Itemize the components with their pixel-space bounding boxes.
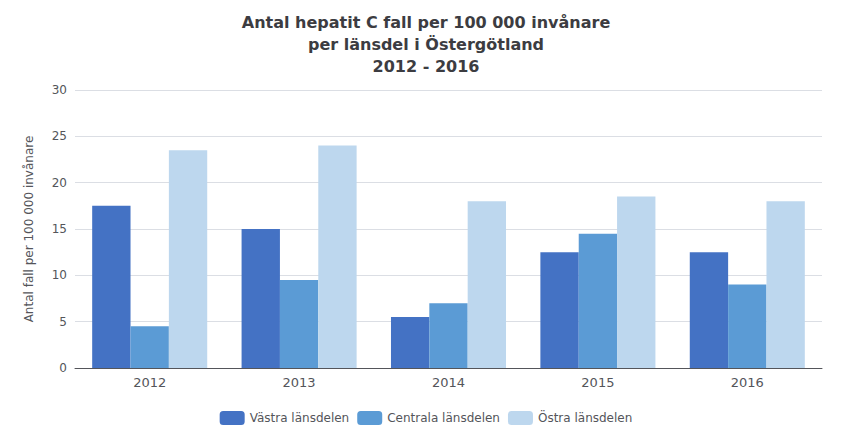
svg-text:5: 5 bbox=[59, 315, 67, 329]
svg-text:25: 25 bbox=[52, 129, 67, 143]
svg-text:10: 10 bbox=[52, 268, 67, 282]
svg-text:2015: 2015 bbox=[581, 375, 614, 390]
svg-text:per länsdel i Östergötland: per länsdel i Östergötland bbox=[308, 35, 544, 54]
svg-text:Östra länsdelen: Östra länsdelen bbox=[538, 409, 632, 425]
svg-text:Antal fall per 100 000 invånar: Antal fall per 100 000 invånare bbox=[22, 136, 36, 323]
svg-text:2014: 2014 bbox=[432, 375, 465, 390]
svg-text:30: 30 bbox=[52, 83, 67, 97]
svg-text:Antal hepatit C fall per 100 0: Antal hepatit C fall per 100 000 invånar… bbox=[242, 13, 611, 32]
svg-text:0: 0 bbox=[59, 361, 67, 375]
svg-text:2012: 2012 bbox=[133, 375, 166, 390]
svg-text:20: 20 bbox=[52, 176, 67, 190]
svg-text:Västra länsdelen: Västra länsdelen bbox=[250, 411, 350, 425]
svg-text:Centrala länsdelen: Centrala länsdelen bbox=[387, 411, 500, 425]
svg-text:15: 15 bbox=[52, 222, 67, 236]
svg-text:2012 - 2016: 2012 - 2016 bbox=[373, 57, 480, 76]
svg-text:2016: 2016 bbox=[731, 375, 764, 390]
svg-text:2013: 2013 bbox=[283, 375, 316, 390]
